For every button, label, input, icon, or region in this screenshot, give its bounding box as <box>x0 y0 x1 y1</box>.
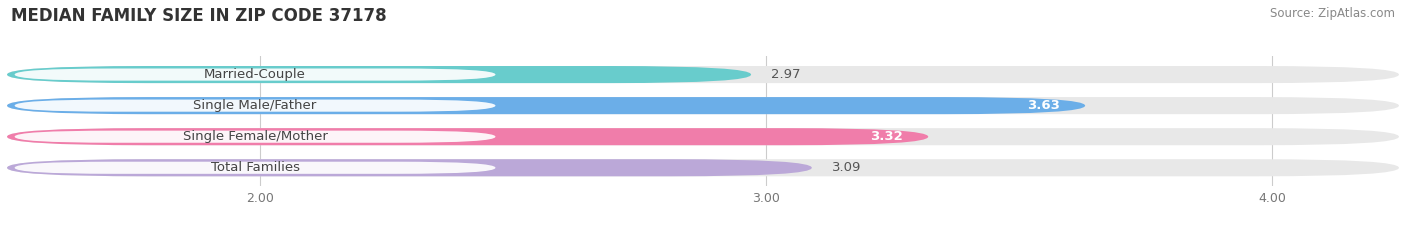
FancyBboxPatch shape <box>7 128 928 145</box>
FancyBboxPatch shape <box>7 97 1085 114</box>
FancyBboxPatch shape <box>7 159 1399 176</box>
FancyBboxPatch shape <box>7 128 1399 145</box>
Text: 2.97: 2.97 <box>772 68 801 81</box>
Text: Single Male/Father: Single Male/Father <box>194 99 316 112</box>
Text: 3.09: 3.09 <box>832 161 862 174</box>
FancyBboxPatch shape <box>7 66 1399 83</box>
FancyBboxPatch shape <box>14 99 495 112</box>
FancyBboxPatch shape <box>7 159 811 176</box>
Text: 3.32: 3.32 <box>870 130 903 143</box>
FancyBboxPatch shape <box>14 162 495 174</box>
Text: Source: ZipAtlas.com: Source: ZipAtlas.com <box>1270 7 1395 20</box>
FancyBboxPatch shape <box>7 66 751 83</box>
FancyBboxPatch shape <box>14 69 495 81</box>
Text: Single Female/Mother: Single Female/Mother <box>183 130 328 143</box>
Text: 3.63: 3.63 <box>1026 99 1060 112</box>
Text: Married-Couple: Married-Couple <box>204 68 307 81</box>
Text: Total Families: Total Families <box>211 161 299 174</box>
Text: MEDIAN FAMILY SIZE IN ZIP CODE 37178: MEDIAN FAMILY SIZE IN ZIP CODE 37178 <box>11 7 387 25</box>
FancyBboxPatch shape <box>7 97 1399 114</box>
FancyBboxPatch shape <box>14 131 495 143</box>
